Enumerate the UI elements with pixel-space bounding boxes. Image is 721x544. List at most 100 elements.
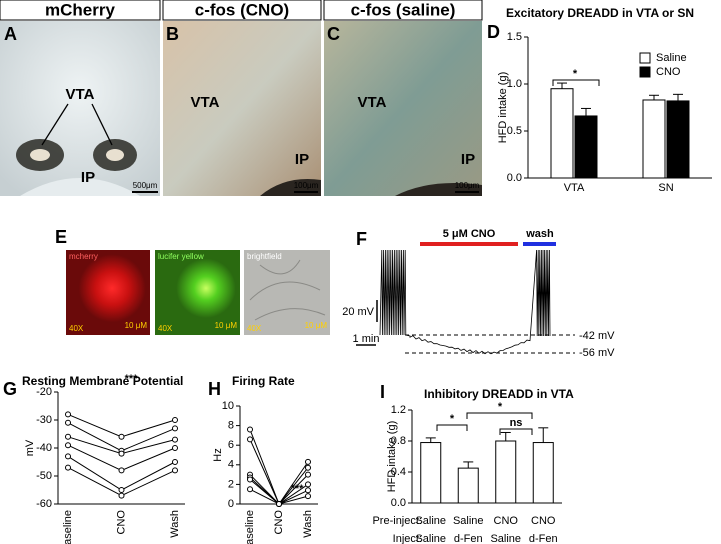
stain <box>30 149 50 161</box>
y-tick-label: 0.0 <box>507 172 522 184</box>
annotation: * <box>450 413 455 425</box>
region-label: IP <box>81 169 95 186</box>
y-tick-label: 2 <box>228 478 234 490</box>
panel-letter: C <box>327 24 340 44</box>
x-tick-label: Baseline <box>62 510 74 544</box>
x-tick-label: d-Fen <box>454 533 483 544</box>
annotation: *** <box>125 373 139 385</box>
panel-header: mCherry <box>45 0 115 19</box>
point <box>305 471 311 478</box>
scale-label: 20 mV <box>342 306 374 318</box>
point <box>65 411 71 418</box>
bar <box>666 100 690 179</box>
bar <box>574 115 598 179</box>
stain <box>106 149 124 161</box>
chart-title: Inhibitory DREADD in VTA <box>424 387 574 401</box>
scale-label: 10 μM <box>125 321 148 330</box>
point <box>172 417 178 423</box>
point <box>247 486 253 493</box>
micrograph <box>66 250 150 335</box>
point <box>118 487 125 493</box>
x-tick-label: Wash <box>302 510 314 538</box>
level-label: -42 mV <box>579 330 615 342</box>
panel-letter: G <box>3 379 17 399</box>
bar <box>420 442 442 504</box>
region-label: VTA <box>66 86 95 103</box>
point <box>65 464 71 471</box>
scale-label: 100μm <box>455 181 480 190</box>
x-tick-label: Saline <box>415 515 446 527</box>
y-tick-label: -40 <box>36 442 52 454</box>
x-tick-label: Saline <box>453 515 484 527</box>
x-tick-label: Saline <box>490 533 521 544</box>
x-tick-label: Baseline <box>244 510 256 544</box>
point <box>305 487 311 494</box>
point <box>118 492 125 499</box>
point <box>172 425 178 432</box>
x-tick-label: CNO <box>494 515 519 527</box>
bracket <box>436 424 468 431</box>
bracket <box>552 79 600 86</box>
micrograph <box>324 21 482 196</box>
region-label: IP <box>295 151 309 168</box>
legend-swatch <box>639 52 651 64</box>
y-tick-label: -50 <box>36 470 52 482</box>
point <box>276 501 282 507</box>
region-label: IP <box>461 151 475 168</box>
region-label: VTA <box>191 94 220 111</box>
magnification: 40X <box>247 324 262 333</box>
y-tick-label: -30 <box>36 414 52 426</box>
trace <box>379 249 551 355</box>
y-tick-label: 0.4 <box>391 466 406 478</box>
panel-letter: B <box>166 24 179 44</box>
point <box>172 467 178 474</box>
legend-swatch <box>639 66 651 78</box>
annotation: ns <box>510 417 523 429</box>
scale-label: 10 μM <box>305 321 328 330</box>
point <box>65 442 71 449</box>
point <box>118 433 125 440</box>
chart-title: Firing Rate <box>232 374 295 388</box>
header-box <box>323 0 483 21</box>
y-axis-label: Hz <box>212 448 224 461</box>
arrow <box>41 103 69 146</box>
y-tick-label: 1.2 <box>391 404 406 416</box>
micrograph <box>155 250 240 335</box>
point <box>247 426 253 433</box>
y-tick-label: 6 <box>228 439 234 451</box>
y-tick-label: -60 <box>36 498 52 510</box>
header-box <box>162 0 322 21</box>
bar <box>642 99 666 179</box>
panel-header: c-fos (CNO) <box>195 0 289 19</box>
y-tick-label: 0 <box>228 498 234 510</box>
row-label: Inject: <box>393 533 422 544</box>
texture <box>249 259 326 321</box>
x-tick-label: Wash <box>169 510 181 538</box>
point <box>305 493 311 500</box>
y-tick-label: 0.5 <box>507 125 522 137</box>
y-axis-label: HFD intake (g) <box>497 72 509 144</box>
y-tick-label: 4 <box>228 459 234 471</box>
panel-letter: E <box>55 227 67 247</box>
bar <box>495 440 517 504</box>
series-line <box>67 413 176 438</box>
row-label: Pre-inject: <box>372 515 422 527</box>
region-label: VTA <box>358 94 387 111</box>
y-axis-label: mV <box>24 439 36 456</box>
point <box>118 450 125 457</box>
y-tick-label: 0.8 <box>391 435 406 447</box>
y-tick-label: 8 <box>228 420 234 432</box>
x-tick-label: CNO <box>273 510 285 535</box>
point <box>247 436 253 443</box>
legend-label: Saline <box>656 52 687 64</box>
drug-label: 5 μM CNO <box>443 228 496 240</box>
x-tick-label: VTA <box>564 182 585 194</box>
arrow <box>91 103 113 146</box>
bar <box>457 467 479 504</box>
x-tick-label: CNO <box>531 515 556 527</box>
chart-title: Excitatory DREADD in VTA or SN <box>506 6 694 20</box>
point <box>65 433 71 440</box>
x-tick-label: CNO <box>115 510 127 535</box>
bracket <box>466 412 533 419</box>
